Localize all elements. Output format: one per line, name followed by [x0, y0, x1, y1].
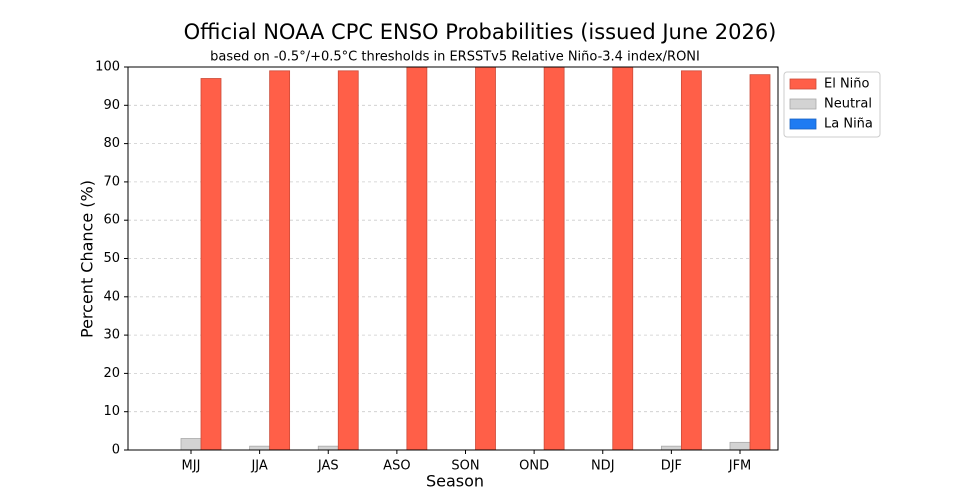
legend-label: La Niña: [824, 117, 873, 132]
legend-swatch: [789, 78, 817, 90]
y-tick-label: 10: [103, 404, 120, 419]
y-tick-label: 0: [112, 443, 120, 458]
legend-swatch: [789, 118, 817, 130]
x-tick-label: JAS: [317, 459, 339, 474]
bar: [475, 66, 496, 451]
bar: [249, 445, 271, 451]
x-tick-label: NDJ: [591, 459, 615, 474]
bar: [660, 445, 682, 451]
bar: [269, 70, 291, 451]
y-tick-label: 80: [103, 136, 120, 151]
legend-label: El Niño: [824, 77, 870, 92]
bar: [180, 438, 202, 451]
y-tick-label: 50: [103, 251, 120, 266]
x-tick-label: OND: [519, 459, 549, 474]
y-tick-label: 30: [103, 328, 120, 343]
bar: [749, 74, 771, 451]
y-axis-label: Percent Chance (%): [78, 180, 97, 338]
y-tick-label: 70: [103, 174, 120, 189]
bar: [337, 70, 359, 451]
x-tick-label: DJF: [661, 459, 682, 474]
bar: [729, 441, 751, 451]
x-tick-label: ASO: [383, 459, 410, 474]
x-axis-label: Season: [426, 472, 484, 491]
plot-frame: [127, 66, 779, 451]
bar: [680, 70, 702, 451]
bar: [317, 445, 339, 451]
bar: [612, 66, 634, 451]
y-tick-label: 90: [103, 98, 120, 113]
bar: [200, 78, 222, 451]
bar: [543, 66, 565, 451]
legend-label: Neutral: [824, 97, 872, 112]
bar: [406, 66, 428, 451]
x-tick-label: MJJ: [182, 459, 201, 474]
chart-title: Official NOAA CPC ENSO Probabilities (is…: [184, 20, 777, 44]
y-tick-label: 40: [103, 289, 120, 304]
y-tick-label: 60: [103, 213, 120, 228]
y-tick-label: 20: [103, 366, 120, 381]
x-tick-label: JFM: [728, 459, 752, 474]
x-tick-label: JJA: [250, 459, 267, 474]
x-tick-label: SON: [451, 459, 479, 474]
legend-swatch: [789, 98, 817, 110]
y-tick-label: 100: [95, 60, 120, 75]
chart-subtitle: based on -0.5°/+0.5°C thresholds in ERSS…: [210, 50, 700, 65]
